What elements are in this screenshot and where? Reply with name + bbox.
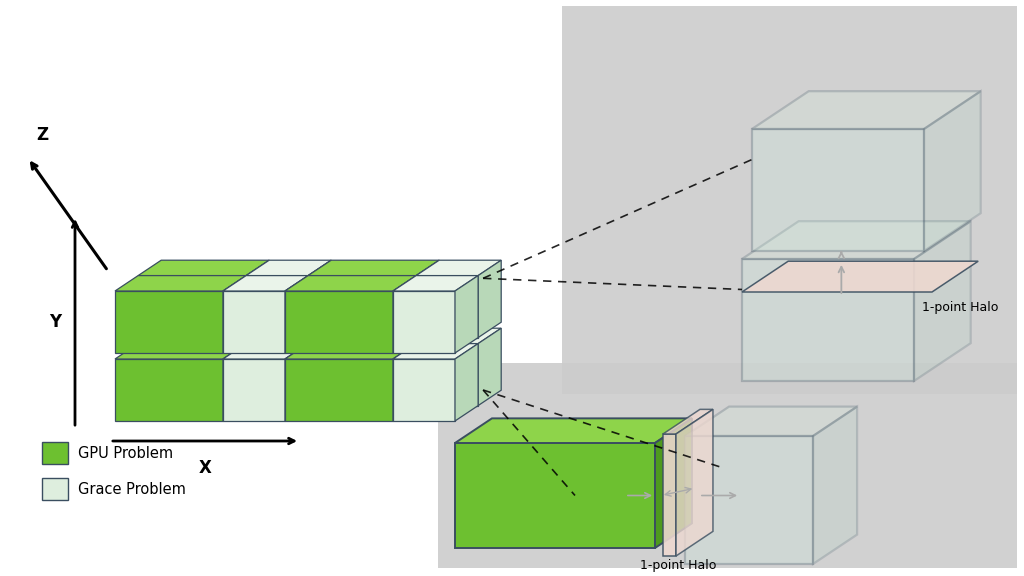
Polygon shape: [308, 260, 331, 338]
Polygon shape: [742, 261, 978, 292]
Polygon shape: [416, 328, 439, 406]
Polygon shape: [223, 291, 285, 353]
Text: GPU Problem: GPU Problem: [78, 445, 173, 460]
Polygon shape: [223, 344, 308, 359]
Polygon shape: [115, 275, 246, 291]
Polygon shape: [285, 359, 393, 421]
FancyBboxPatch shape: [438, 363, 1017, 568]
Polygon shape: [308, 328, 439, 344]
Text: 1-point Halo: 1-point Halo: [640, 559, 716, 572]
Polygon shape: [742, 259, 914, 381]
Polygon shape: [223, 344, 246, 421]
Polygon shape: [138, 260, 269, 275]
Polygon shape: [246, 260, 269, 338]
Polygon shape: [752, 129, 924, 251]
FancyBboxPatch shape: [562, 6, 1017, 394]
Polygon shape: [393, 275, 416, 353]
Polygon shape: [246, 328, 269, 406]
Polygon shape: [416, 344, 478, 406]
Text: Z: Z: [36, 126, 48, 144]
Polygon shape: [393, 344, 478, 359]
Polygon shape: [478, 328, 501, 406]
Polygon shape: [138, 275, 246, 338]
Polygon shape: [308, 328, 331, 406]
Polygon shape: [285, 344, 416, 359]
Polygon shape: [115, 291, 223, 353]
Polygon shape: [416, 260, 501, 275]
Polygon shape: [685, 436, 813, 564]
Polygon shape: [655, 418, 692, 548]
Polygon shape: [115, 344, 246, 359]
Polygon shape: [246, 344, 308, 406]
Polygon shape: [752, 91, 981, 129]
Text: 1-point Halo: 1-point Halo: [922, 301, 998, 314]
Polygon shape: [455, 443, 655, 548]
Polygon shape: [223, 275, 246, 353]
Polygon shape: [924, 91, 981, 251]
Polygon shape: [223, 359, 285, 421]
Polygon shape: [285, 344, 308, 421]
Polygon shape: [393, 275, 478, 291]
Polygon shape: [308, 260, 439, 275]
Polygon shape: [663, 434, 676, 556]
Text: Y: Y: [49, 313, 61, 331]
Polygon shape: [742, 221, 971, 259]
Polygon shape: [308, 344, 416, 406]
Text: Grace Problem: Grace Problem: [78, 482, 186, 497]
Polygon shape: [246, 260, 331, 275]
Polygon shape: [393, 291, 455, 353]
Polygon shape: [676, 410, 713, 556]
Polygon shape: [478, 260, 501, 338]
Polygon shape: [455, 418, 692, 443]
Polygon shape: [393, 359, 455, 421]
Polygon shape: [285, 291, 393, 353]
Polygon shape: [393, 344, 416, 421]
Polygon shape: [246, 328, 331, 344]
Polygon shape: [663, 410, 713, 434]
Polygon shape: [42, 442, 68, 464]
Polygon shape: [416, 328, 501, 344]
Polygon shape: [455, 344, 478, 421]
Polygon shape: [285, 275, 308, 353]
Polygon shape: [115, 359, 223, 421]
Polygon shape: [685, 407, 857, 436]
Text: X: X: [199, 459, 211, 477]
Polygon shape: [455, 275, 478, 353]
Polygon shape: [285, 275, 416, 291]
Polygon shape: [914, 221, 971, 381]
Polygon shape: [223, 275, 308, 291]
Polygon shape: [308, 275, 416, 338]
Polygon shape: [138, 344, 246, 406]
Polygon shape: [416, 260, 439, 338]
Polygon shape: [416, 275, 478, 338]
Polygon shape: [246, 275, 308, 338]
Polygon shape: [813, 407, 857, 564]
Polygon shape: [42, 478, 68, 500]
Polygon shape: [138, 328, 269, 344]
